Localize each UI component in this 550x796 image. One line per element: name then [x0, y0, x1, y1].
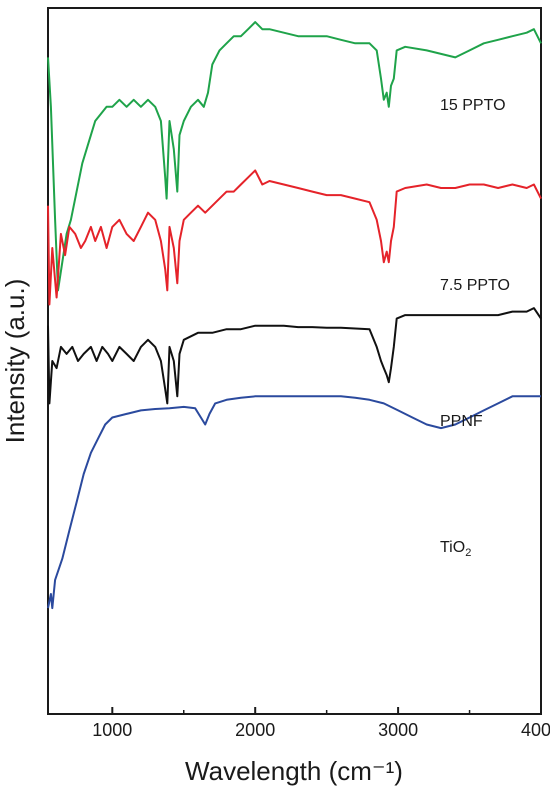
x-axis-title: Wavelength (cm⁻¹): [185, 756, 403, 786]
series-line-0: [47, 21, 542, 292]
x-tick-label-0: 1000: [92, 720, 132, 740]
x-tick-label-3: 4000: [521, 720, 550, 740]
series-line-3: [47, 395, 541, 610]
x-tick-label-1: 2000: [235, 720, 275, 740]
x-tick-label-2: 3000: [378, 720, 418, 740]
series-label-ppnf: PPNF: [440, 413, 483, 430]
series-label-7-5-ppto: 7.5 PPTO: [440, 277, 510, 294]
series-label-layer: 15 PPTO 7.5 PPTO PPNF TiO2: [440, 97, 510, 559]
series-layer: [47, 21, 542, 610]
series-label-15-ppto: 15 PPTO: [440, 97, 506, 114]
series-line-1: [47, 169, 542, 306]
series-line-2: [47, 307, 542, 405]
y-axis-title: Intensity (a.u.): [0, 279, 30, 444]
x-axis-ticks: 1000 2000 3000 4000: [92, 707, 550, 740]
series-label-tio2: TiO2: [440, 539, 471, 559]
